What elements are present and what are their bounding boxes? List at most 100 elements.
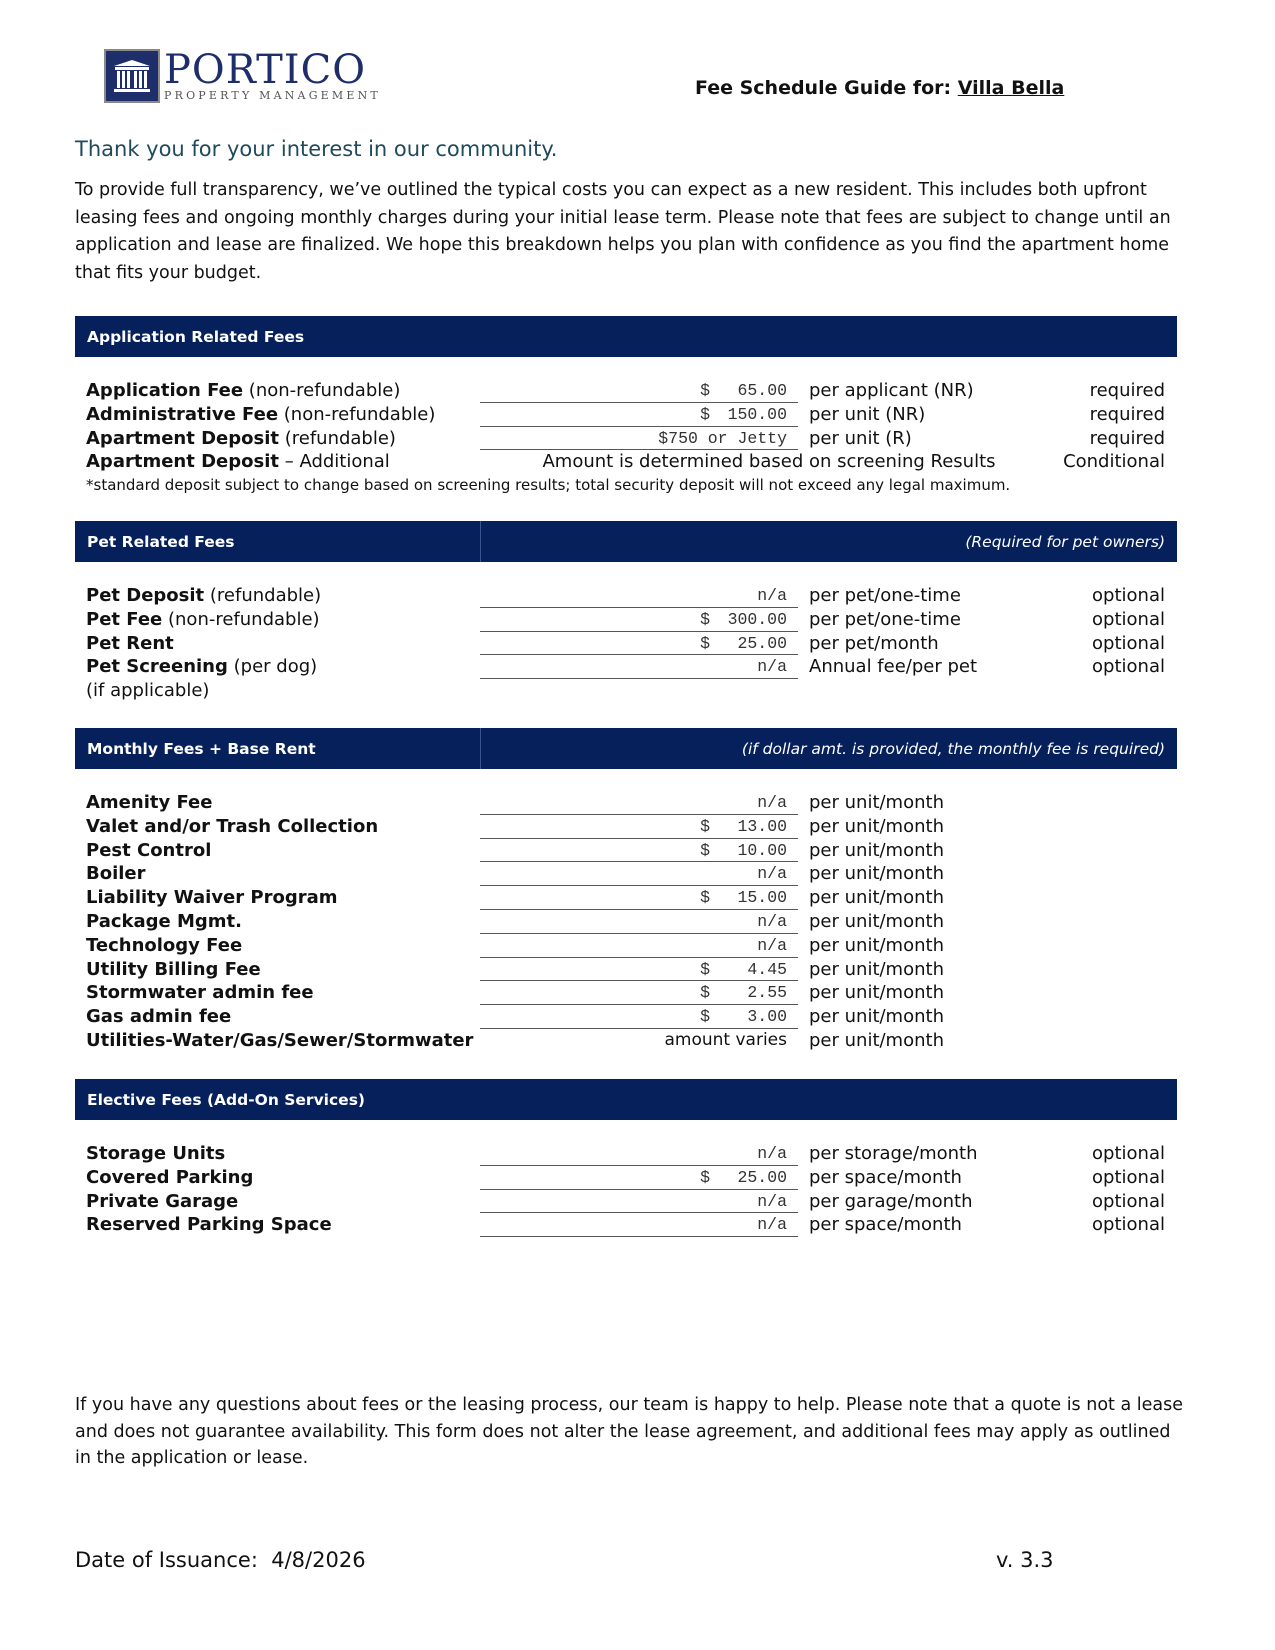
fee-row: Liability Waiver Program $15.00 per unit/m… (75, 886, 1177, 910)
logo-tagline: PROPERTY MANAGEMENT (164, 89, 381, 102)
currency-symbol: $ (700, 888, 710, 908)
fee-name: Boiler (86, 863, 146, 885)
fee-name: Gas admin fee (86, 1006, 232, 1028)
fee-name: Pet Deposit (86, 585, 205, 606)
fee-row: Technology Fee n/a per unit/month (75, 934, 1177, 958)
amount-value: 65.00 (737, 381, 787, 400)
amount-value: n/a (757, 1191, 787, 1211)
fee-row: Amenity Fee n/a per unit/month (75, 791, 1177, 815)
amount-value: 13.00 (737, 816, 787, 836)
pet-fees-section: Pet Related Fees (Required for pet owners… (75, 521, 1177, 703)
fee-amount: n/a (480, 1213, 798, 1238)
fee-amount: n/a (480, 934, 798, 958)
fee-name: Apartment Deposit (86, 451, 279, 473)
fee-frequency: per unit/month (809, 1029, 944, 1051)
fee-row: Covered Parking $25.00 per space/month opti… (75, 1166, 1177, 1190)
amount-value: n/a (757, 657, 787, 677)
fee-name: Amenity Fee (86, 792, 213, 813)
currency-symbol: $ (700, 633, 710, 653)
fee-amount: $65.00 (480, 379, 798, 403)
version: v. 3.3 (996, 1548, 1054, 1572)
fee-row: Boiler n/a per unit/month (75, 862, 1177, 887)
fee-frequency: per garage/month (809, 1190, 973, 1212)
fee-frequency: Annual fee/per pet (809, 656, 978, 678)
logo-name: PORTICO (164, 47, 366, 93)
deposit-footnote: *standard deposit subject to change base… (86, 476, 1011, 495)
currency-symbol: $ (700, 959, 710, 979)
fee-qualifier: – Additional (284, 451, 390, 473)
fee-frequency: per applicant (NR) (809, 380, 974, 401)
fee-amount: n/a (480, 1142, 798, 1166)
amount-value: 4.45 (747, 959, 787, 979)
property-name: Villa Bella (957, 77, 1065, 99)
amount-value: 2.55 (747, 983, 787, 1003)
fee-row: Gas admin fee $3.00 per unit/month (75, 1005, 1177, 1029)
section-header: Pet Related Fees (Required for pet owners… (75, 521, 1177, 562)
section-header: Monthly Fees + Base Rent (if dollar amt. … (75, 728, 1177, 769)
fee-qualifier: (refundable) (284, 427, 396, 449)
fee-requirement: required (1089, 380, 1165, 401)
amount-value: $750 or Jetty (658, 428, 787, 448)
amount-value: 25.00 (737, 1167, 787, 1187)
intro-paragraph: To provide full transparency, we’ve outl… (75, 180, 1171, 283)
fee-requirement: optional (1092, 632, 1165, 654)
fee-name: Apartment Deposit (86, 427, 279, 449)
fee-row: Apartment Deposit – Additional Amount is… (75, 450, 1177, 474)
date-label: Date of Issuance: (75, 1548, 258, 1572)
fee-amount: $25.00 (480, 632, 798, 656)
currency-symbol: $ (700, 1007, 710, 1027)
fee-name: Application Fee (86, 380, 244, 401)
amount-value: amount varies (664, 1029, 787, 1050)
fee-frequency: per pet/one-time (809, 608, 961, 630)
amount-value: n/a (757, 1144, 787, 1163)
fee-frequency: per unit/month (809, 1006, 944, 1028)
fee-name: Utilities-Water/Gas/Sewer/Stormwater (86, 1029, 474, 1051)
currency-symbol: $ (700, 381, 710, 400)
fee-name: Stormwater admin fee (86, 982, 314, 1004)
fee-amount: $10.00 (480, 839, 798, 863)
fee-requirement: optional (1092, 1214, 1165, 1236)
fee-name: Pet Rent (86, 632, 174, 654)
fee-frequency: per unit (NR) (809, 403, 926, 425)
section-title: Application Related Fees (87, 327, 305, 346)
fee-row: Application Fee (non-refundable) $65.00 pe… (75, 379, 1177, 403)
monthly-fees-section: Monthly Fees + Base Rent (if dollar amt. … (75, 728, 1177, 1053)
fee-name: Covered Parking (86, 1166, 254, 1188)
amount-value: 3.00 (747, 1007, 787, 1027)
fee-row: Administrative Fee (non-refundable) $150.… (75, 403, 1177, 427)
amount-value: 15.00 (737, 888, 787, 908)
fee-requirement: Conditional (1063, 451, 1165, 473)
section-title: Monthly Fees + Base Rent (87, 739, 316, 758)
fee-frequency: per unit/month (809, 934, 944, 956)
fee-name: Utility Billing Fee (86, 958, 261, 980)
fee-amount: n/a (480, 584, 798, 608)
currency-symbol: $ (700, 609, 710, 629)
fee-name: Private Garage (86, 1190, 239, 1212)
fee-row: Utility Billing Fee $4.45 per unit/month (75, 958, 1177, 982)
amount-value: n/a (757, 935, 787, 955)
page-title: Fee Schedule Guide for: Villa Bella (695, 77, 1064, 99)
fee-amount: $3.00 (480, 1005, 798, 1029)
fee-requirement: optional (1092, 1143, 1165, 1164)
fee-qualifier: (non-refundable) (248, 380, 401, 401)
fee-name: Liability Waiver Program (86, 887, 338, 909)
fee-amount: $4.45 (480, 958, 798, 982)
fee-frequency: per space/month (809, 1214, 962, 1236)
section-subtitle: (if dollar amt. is provided, the monthly… (480, 728, 1177, 769)
fee-frequency: per unit (R) (809, 427, 912, 449)
section-header: Elective Fees (Add-On Services) (75, 1079, 1177, 1120)
fee-frequency: per pet/month (809, 632, 939, 654)
fee-requirement: optional (1092, 585, 1165, 606)
fee-requirement: optional (1092, 1166, 1165, 1188)
fee-frequency: per pet/one-time (809, 585, 961, 606)
currency-symbol: $ (700, 983, 710, 1003)
fee-frequency: per unit/month (809, 958, 944, 980)
section-subtitle: (Required for pet owners) (480, 521, 1177, 562)
section-title: Elective Fees (Add-On Services) (87, 1090, 366, 1109)
application-fees-section: Application Related Fees Application Fee… (75, 316, 1177, 496)
fee-row: Package Mgmt. n/a per unit/month (75, 910, 1177, 934)
fee-name: Storage Units (86, 1143, 226, 1164)
title-prefix: Fee Schedule Guide for: (695, 77, 952, 99)
fee-amount: $2.55 (480, 981, 798, 1006)
currency-symbol: $ (700, 816, 710, 836)
